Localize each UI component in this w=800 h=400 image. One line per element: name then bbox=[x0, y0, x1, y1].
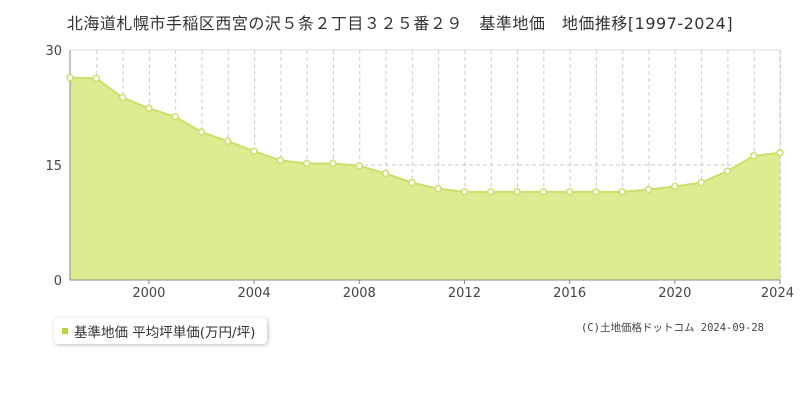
chart-title: 北海道札幌市手稲区西宮の沢５条２丁目３２５番２９ 基準地価 地価推移[1997-… bbox=[66, 14, 734, 33]
y-tick-label: 0 bbox=[54, 274, 62, 289]
data-point bbox=[224, 137, 232, 145]
y-tick-label: 15 bbox=[45, 159, 62, 174]
data-point bbox=[460, 188, 469, 196]
x-tick-label: 2024 bbox=[761, 286, 794, 301]
data-point bbox=[434, 185, 442, 193]
x-tick-label: 2020 bbox=[658, 286, 691, 301]
legend-swatch bbox=[62, 328, 68, 334]
data-point bbox=[749, 152, 758, 160]
data-point bbox=[276, 156, 285, 165]
legend-label: 基準地価 平均坪単価(万円/坪) bbox=[74, 325, 256, 341]
series-area bbox=[70, 77, 780, 280]
data-point bbox=[302, 159, 311, 168]
data-point bbox=[118, 93, 127, 102]
data-point bbox=[697, 178, 705, 187]
x-tick-label: 2008 bbox=[343, 286, 376, 301]
data-point bbox=[381, 169, 390, 178]
data-point bbox=[671, 182, 679, 191]
x-tick-label: 2000 bbox=[132, 286, 165, 301]
data-point bbox=[592, 188, 600, 196]
data-point bbox=[355, 162, 364, 170]
x-tick-label: 2012 bbox=[448, 286, 481, 301]
data-point bbox=[539, 188, 548, 196]
data-point bbox=[644, 185, 653, 194]
data-point bbox=[776, 148, 784, 157]
data-point bbox=[197, 128, 206, 136]
data-point bbox=[66, 73, 74, 82]
data-point bbox=[618, 188, 626, 196]
series-line bbox=[69, 76, 781, 193]
data-point bbox=[565, 188, 574, 196]
x-tick-label: 2004 bbox=[238, 286, 271, 301]
data-point bbox=[145, 104, 153, 113]
legend[interactable]: 基準地価 平均坪単価(万円/坪) bbox=[54, 318, 268, 344]
x-tick-label: 2016 bbox=[553, 286, 586, 301]
data-point bbox=[408, 178, 416, 187]
data-point bbox=[723, 167, 732, 175]
copyright-text: (C)土地価格ドットコム 2024-09-28 bbox=[580, 322, 764, 334]
data-point bbox=[513, 188, 521, 196]
data-point bbox=[486, 188, 495, 196]
y-tick-label: 30 bbox=[45, 44, 62, 59]
data-point bbox=[329, 159, 337, 168]
data-point bbox=[92, 74, 101, 83]
data-point bbox=[250, 147, 258, 155]
data-point bbox=[171, 112, 179, 121]
